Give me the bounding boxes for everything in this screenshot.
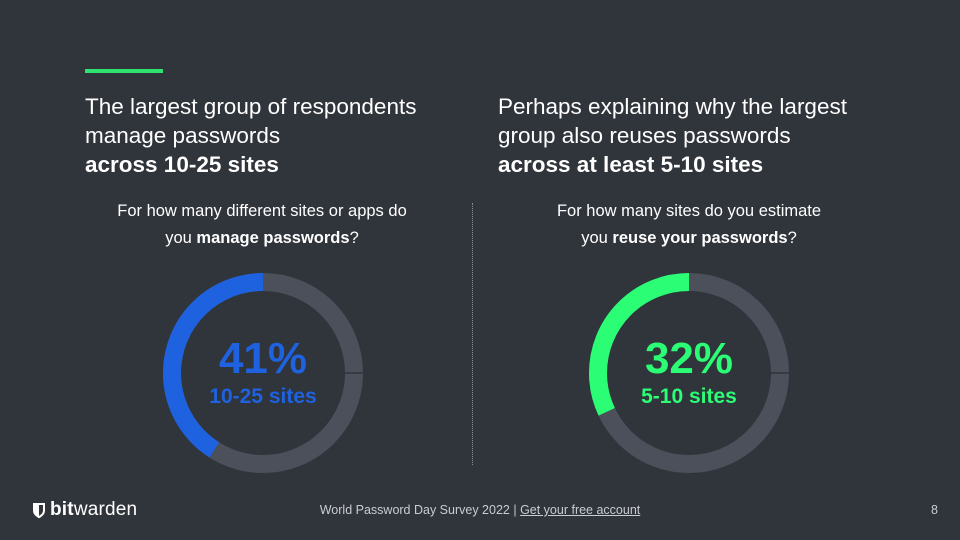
right-donut-arc bbox=[589, 273, 789, 473]
right-question-you: you bbox=[581, 229, 613, 247]
right-question-bold: reuse your passwords bbox=[612, 229, 788, 247]
left-heading-line1: The largest group of respondents bbox=[85, 94, 417, 119]
logo-wordmark: bitwarden bbox=[50, 499, 137, 521]
logo-light: warden bbox=[73, 499, 138, 520]
left-question-line1: For how many different sites or apps do bbox=[117, 202, 407, 220]
left-percent: 41% bbox=[218, 334, 308, 383]
right-question-line1: For how many sites do you estimate bbox=[556, 202, 822, 220]
left-question-bold: manage passwords bbox=[196, 229, 350, 247]
right-sub-label: 5-10 sites bbox=[641, 385, 737, 408]
left-question-you: you bbox=[165, 229, 197, 247]
survey-text: World Password Day Survey 2022 | bbox=[319, 503, 521, 517]
left-heading: The largest group of respondents manage … bbox=[85, 92, 465, 179]
left-donut-chart: 41% 10-25 sites bbox=[162, 272, 364, 474]
left-question: For how many different sites or apps do … bbox=[72, 198, 452, 252]
left-donut-svg bbox=[163, 273, 363, 473]
left-heading-bold: across 10-25 sites bbox=[85, 152, 279, 177]
right-heading-bold: across at least 5-10 sites bbox=[498, 152, 764, 177]
left-question-mark: ? bbox=[349, 229, 359, 247]
right-percent: 32% bbox=[644, 334, 734, 383]
right-heading: Perhaps explaining why the largest group… bbox=[498, 92, 878, 179]
left-donut-arc bbox=[163, 273, 363, 473]
left-heading-line2: manage passwords bbox=[85, 123, 281, 148]
logo-bold: bit bbox=[50, 499, 74, 520]
footer-text: World Password Day Survey 2022 | Get you… bbox=[0, 503, 960, 517]
dotted-divider bbox=[472, 203, 473, 465]
left-donut-label: 41% 10-25 sites bbox=[162, 272, 364, 474]
right-question-line2: you reuse your passwords? bbox=[499, 225, 879, 252]
right-heading-line1: Perhaps explaining why the largest bbox=[498, 94, 847, 119]
free-account-link[interactable]: Get your free account bbox=[520, 503, 641, 517]
right-heading-line2: group also reuses passwords bbox=[498, 123, 791, 148]
right-column: Perhaps explaining why the largest group… bbox=[498, 92, 878, 179]
right-donut-svg bbox=[589, 273, 789, 473]
left-question-line2: you manage passwords? bbox=[72, 225, 452, 252]
left-sub-label: 10-25 sites bbox=[209, 385, 317, 408]
right-donut-chart: 32% 5-10 sites bbox=[588, 272, 790, 474]
right-donut-label: 32% 5-10 sites bbox=[588, 272, 790, 474]
bitwarden-logo[interactable]: bitwarden bbox=[32, 499, 137, 521]
accent-bar bbox=[85, 69, 163, 73]
right-question: For how many sites do you estimate you r… bbox=[499, 198, 879, 252]
shield-icon bbox=[33, 502, 45, 518]
right-question-mark: ? bbox=[787, 229, 797, 247]
left-column: The largest group of respondents manage … bbox=[85, 92, 465, 179]
page-number: 8 bbox=[931, 503, 938, 517]
